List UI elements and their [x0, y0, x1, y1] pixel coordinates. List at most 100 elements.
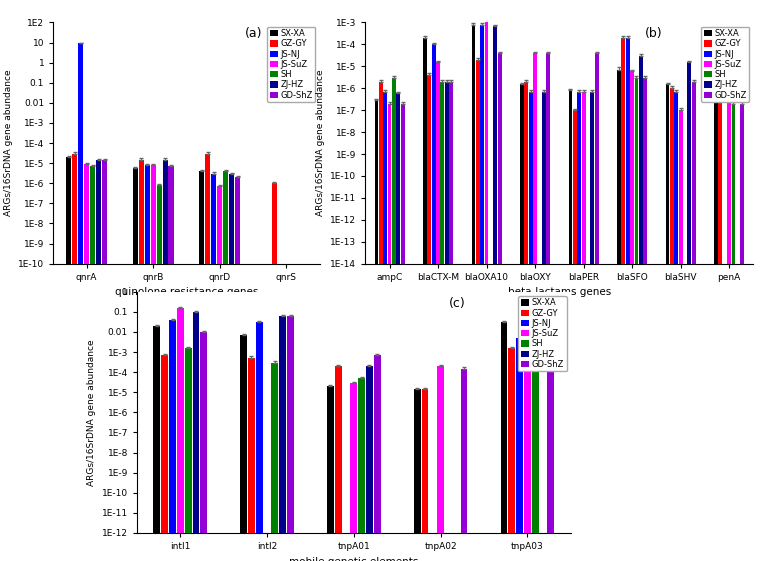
- Bar: [151, 165, 156, 561]
- Bar: [670, 88, 673, 561]
- Bar: [396, 93, 400, 561]
- Bar: [740, 104, 744, 561]
- Bar: [256, 323, 263, 561]
- Bar: [401, 104, 405, 561]
- Bar: [573, 110, 577, 561]
- Bar: [643, 78, 647, 561]
- X-axis label: beta-lactams genes: beta-lactams genes: [508, 287, 611, 297]
- Bar: [287, 316, 294, 561]
- Bar: [718, 75, 722, 561]
- Bar: [674, 91, 678, 561]
- Bar: [436, 62, 440, 561]
- Bar: [366, 366, 373, 561]
- Bar: [145, 165, 150, 561]
- Bar: [498, 53, 501, 561]
- Bar: [542, 91, 546, 561]
- Bar: [327, 386, 334, 561]
- Bar: [635, 78, 638, 561]
- Bar: [163, 160, 167, 561]
- Bar: [72, 154, 77, 561]
- Bar: [687, 62, 691, 561]
- Bar: [460, 369, 467, 561]
- Bar: [199, 171, 205, 561]
- Bar: [578, 91, 581, 561]
- Text: (a): (a): [245, 27, 263, 40]
- Bar: [449, 82, 453, 561]
- Bar: [441, 82, 444, 561]
- Bar: [516, 338, 523, 561]
- Bar: [279, 316, 286, 561]
- Bar: [139, 160, 144, 561]
- Bar: [437, 366, 444, 561]
- Bar: [392, 78, 396, 561]
- Bar: [96, 160, 101, 561]
- Bar: [374, 355, 380, 561]
- Bar: [177, 309, 184, 561]
- Bar: [240, 335, 247, 561]
- Bar: [335, 366, 342, 561]
- Bar: [445, 82, 449, 561]
- Bar: [423, 38, 427, 561]
- Bar: [692, 82, 696, 561]
- Bar: [485, 19, 489, 561]
- Bar: [229, 174, 234, 561]
- Text: (b): (b): [645, 27, 662, 40]
- Bar: [524, 82, 528, 561]
- Y-axis label: ARGs/16SrDNA gene abundance: ARGs/16SrDNA gene abundance: [88, 339, 97, 486]
- Bar: [350, 383, 358, 561]
- Legend: SX-XA, GZ-GY, JS-NJ, JS-SuZ, SH, ZJ-HZ, GD-ShZ: SX-XA, GZ-GY, JS-NJ, JS-SuZ, SH, ZJ-HZ, …: [701, 26, 750, 102]
- Bar: [157, 185, 162, 561]
- Bar: [428, 75, 431, 561]
- Bar: [200, 332, 207, 561]
- Bar: [161, 355, 168, 561]
- Text: (c): (c): [449, 297, 466, 310]
- Bar: [568, 90, 572, 561]
- X-axis label: mobile genetic elements: mobile genetic elements: [289, 557, 419, 561]
- Bar: [379, 82, 383, 561]
- Bar: [422, 389, 428, 561]
- Bar: [532, 346, 539, 561]
- Bar: [185, 348, 192, 561]
- Bar: [714, 59, 718, 561]
- Bar: [731, 104, 735, 561]
- Bar: [78, 43, 83, 561]
- Bar: [272, 183, 277, 561]
- Bar: [472, 25, 476, 561]
- Bar: [66, 157, 72, 561]
- Bar: [508, 348, 515, 561]
- Bar: [358, 378, 365, 561]
- Bar: [223, 171, 228, 561]
- Bar: [476, 59, 479, 561]
- X-axis label: quinolone resistance genes: quinolone resistance genes: [115, 287, 258, 297]
- Bar: [431, 44, 435, 561]
- Bar: [533, 53, 537, 561]
- Bar: [581, 91, 585, 561]
- Bar: [666, 84, 670, 561]
- Bar: [529, 91, 533, 561]
- Bar: [595, 53, 599, 561]
- Bar: [168, 166, 174, 561]
- Bar: [193, 312, 199, 561]
- Bar: [617, 70, 621, 561]
- Bar: [384, 91, 387, 561]
- Bar: [520, 84, 524, 561]
- Bar: [547, 315, 554, 561]
- Bar: [728, 88, 731, 561]
- Bar: [493, 26, 497, 561]
- Legend: SX-XA, GZ-GY, JS-NJ, JS-SuZ, SH, ZJ-HZ, GD-ShZ: SX-XA, GZ-GY, JS-NJ, JS-SuZ, SH, ZJ-HZ, …: [267, 26, 316, 102]
- Bar: [679, 110, 683, 561]
- Bar: [639, 56, 643, 561]
- Bar: [84, 164, 89, 561]
- Bar: [414, 389, 421, 561]
- Bar: [546, 53, 550, 561]
- Bar: [626, 38, 629, 561]
- Bar: [235, 177, 240, 561]
- Bar: [205, 154, 210, 561]
- Bar: [211, 174, 216, 561]
- Bar: [524, 312, 531, 561]
- Bar: [169, 320, 176, 561]
- Bar: [622, 38, 626, 561]
- Bar: [272, 362, 279, 561]
- Bar: [154, 326, 161, 561]
- Y-axis label: ARGs/16SrDNA gene abundance: ARGs/16SrDNA gene abundance: [4, 70, 13, 217]
